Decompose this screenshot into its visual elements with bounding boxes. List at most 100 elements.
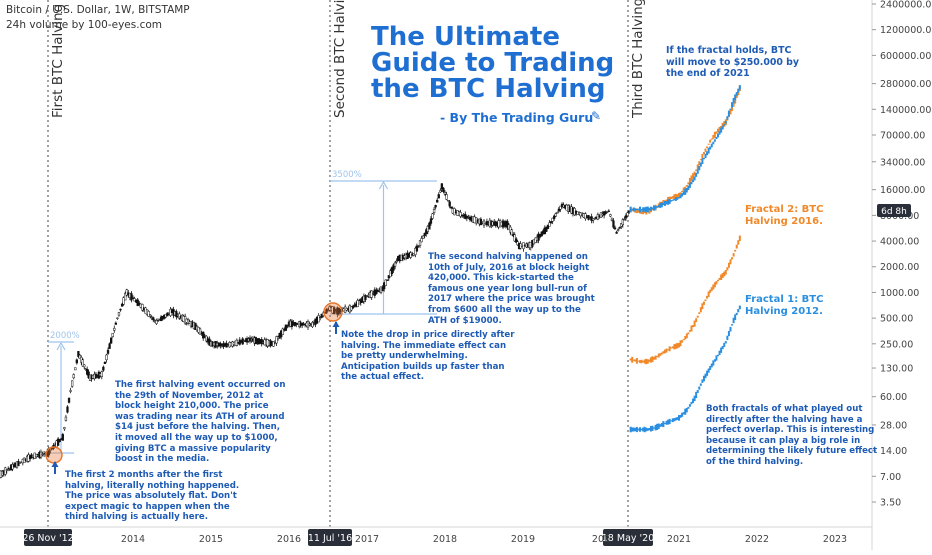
candle-body (318, 315, 320, 321)
candle-body (62, 434, 64, 440)
candle-body (83, 365, 85, 367)
series-layer (0, 85, 740, 494)
candle-body (71, 381, 73, 387)
y-tick-label: 60.00 (880, 392, 907, 403)
y-tick-label: 16000.00 (880, 185, 925, 196)
candle-body (555, 214, 557, 217)
halving-marker-circle (324, 303, 342, 321)
chart-title: The Ultimate Guide to Trading the BTC Ha… (371, 24, 614, 102)
fractal1-label: Fractal 1: BTC Halving 2012. (745, 294, 823, 318)
y-tick-label: 1200000.00 (880, 25, 932, 36)
candle-body (429, 223, 431, 229)
fractal-series (631, 86, 740, 215)
candle-body (117, 318, 119, 319)
pointer-arrow-head (333, 321, 340, 327)
candle-body (104, 362, 106, 363)
halving-label: Second BTC Halving (332, 0, 348, 118)
y-tick-label: 70000.00 (880, 130, 925, 141)
candle-body (433, 210, 435, 213)
candle-body (617, 230, 619, 231)
candle-body (438, 194, 440, 198)
candle-body (622, 220, 624, 225)
x-tick-label: 2018 (433, 534, 457, 545)
candle-body (432, 214, 434, 219)
candle-body (556, 212, 558, 213)
fractal-target-note: If the fractal holds, BTC will move to $… (666, 45, 799, 80)
candle-body (386, 280, 388, 281)
y-tick-label: 2000.00 (880, 262, 919, 273)
first-two-months-note: The first 2 months after the first halvi… (65, 470, 239, 523)
candle-body (444, 193, 446, 195)
candle-body (627, 213, 629, 216)
candle-body (611, 219, 613, 220)
halving-date-text: 26 Nov '12 (22, 533, 73, 544)
candle-body (112, 333, 114, 336)
candle-body (608, 211, 610, 212)
x-tick-label: 2019 (511, 534, 535, 545)
candle-body (115, 323, 117, 325)
candle-body (102, 367, 104, 370)
candle-body (435, 205, 437, 207)
candle-body (447, 200, 449, 201)
candle-body (396, 261, 398, 262)
candle-body (624, 219, 626, 220)
candle-body (619, 227, 621, 228)
candle-body (422, 236, 424, 239)
fractal-series (631, 85, 740, 212)
y-tick-label: 14.00 (880, 446, 907, 457)
y-tick-label: 280000.00 (880, 79, 931, 90)
candle-body (175, 311, 177, 316)
x-tick-label: 2017 (355, 534, 379, 545)
title-line-1: The Ultimate (371, 24, 614, 50)
halving-label: Third BTC Halving (630, 0, 646, 119)
candle-body (76, 360, 78, 363)
candle-body (453, 208, 455, 214)
y-tick-label: 2400000.00 (880, 0, 932, 11)
candle-body (70, 390, 72, 391)
x-tick-label: 2014 (121, 534, 145, 545)
candle-body (416, 246, 418, 251)
y-tick-label: 1000.00 (880, 288, 919, 299)
measure-label: 2000% (50, 331, 80, 341)
candle-body (385, 280, 387, 286)
candle-body (65, 417, 67, 421)
halving-marker-circle (46, 447, 62, 463)
y-tick-label: 140000.00 (880, 105, 931, 116)
byline: - By The Trading Guru (440, 110, 593, 125)
volume-line: 24h volume by 100-eyes.com (6, 19, 162, 31)
candle-body (110, 338, 112, 343)
candle-body (377, 291, 379, 292)
y-tick-label: 500.00 (880, 314, 913, 325)
y-tick-label: 130.00 (880, 364, 913, 375)
x-tick-label: 2016 (277, 534, 301, 545)
second-halving-note: The second halving happened on 10th of J… (428, 252, 595, 326)
candle-body (63, 427, 65, 428)
candle-body (107, 350, 109, 353)
fractal2-label: Fractal 2: BTC Halving 2016. (745, 204, 823, 228)
title-line-3: the BTC Halving (371, 76, 614, 102)
candle-body (449, 202, 451, 206)
x-tick-label: 2015 (199, 534, 223, 545)
candle-body (287, 326, 289, 327)
candle-body (74, 368, 76, 370)
candle-body (439, 191, 441, 193)
candle-body (609, 215, 611, 217)
candle-body (421, 238, 423, 241)
candle-body (149, 315, 151, 316)
candle-body (450, 207, 452, 208)
candle-body (120, 309, 122, 310)
candle-body (613, 221, 615, 228)
y-tick-label: 28.00 (880, 420, 907, 431)
y-tick-label: 600000.00 (880, 51, 931, 62)
y-tick-label: 3.50 (880, 498, 901, 509)
candle-body (68, 398, 70, 402)
candle-body (600, 213, 602, 218)
candle-body (152, 318, 154, 320)
candle-body (549, 223, 551, 227)
drop-note: Note the drop in price directly after ha… (341, 330, 514, 383)
symbol-line: Bitcoin / U.S. Dollar, 1W, BITSTAMP (6, 4, 190, 16)
y-tick-label: 34000.00 (880, 157, 925, 168)
both-fractals-note: Both fractals of what played out directl… (706, 404, 877, 468)
candle-body (118, 313, 120, 316)
